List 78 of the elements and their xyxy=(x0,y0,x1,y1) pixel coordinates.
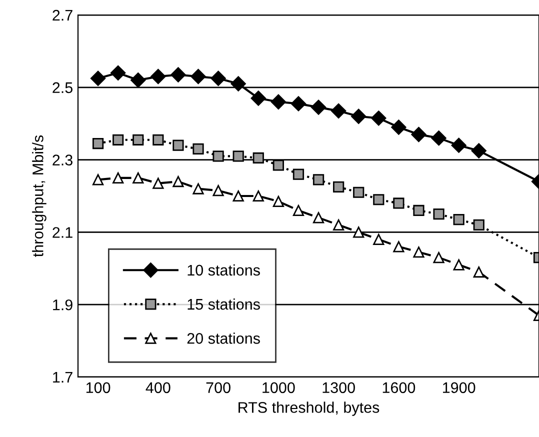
y-tick-label: 2.1 xyxy=(52,227,72,238)
point xyxy=(210,70,226,86)
point xyxy=(433,252,444,264)
point xyxy=(451,138,466,153)
point xyxy=(373,194,384,206)
point xyxy=(172,140,184,151)
point xyxy=(212,185,224,196)
point xyxy=(172,176,184,188)
point xyxy=(112,134,124,146)
x-tick-label: 1600 xyxy=(382,382,416,394)
point xyxy=(453,259,464,270)
point xyxy=(170,67,186,82)
point xyxy=(411,126,426,142)
y-tick-label: 1.7 xyxy=(53,372,72,383)
point xyxy=(473,219,484,231)
point xyxy=(112,172,124,184)
point xyxy=(353,186,364,198)
point xyxy=(431,130,446,146)
point xyxy=(290,96,306,112)
legend-label: 20 stations xyxy=(187,332,260,344)
x-axis-title: RTS threshold, bytes xyxy=(238,402,380,416)
point xyxy=(212,150,224,162)
point xyxy=(150,68,166,84)
legend-label: 10 stations xyxy=(188,264,260,276)
point xyxy=(333,219,344,231)
point xyxy=(252,152,264,164)
point xyxy=(393,198,404,209)
point xyxy=(110,65,126,80)
point xyxy=(292,168,304,180)
y-axis-title: throughput, Mbit/s xyxy=(32,135,46,257)
point xyxy=(232,190,244,202)
point xyxy=(270,94,286,110)
x-tick-label: 1000 xyxy=(262,382,295,394)
point xyxy=(373,234,384,245)
point xyxy=(453,214,464,226)
point xyxy=(371,110,386,126)
point xyxy=(310,100,326,115)
point xyxy=(90,70,106,86)
x-tick-label: 1300 xyxy=(322,382,355,394)
point xyxy=(92,174,104,186)
y-tick-label: 2.5 xyxy=(52,82,72,94)
legend-label: 15 stations xyxy=(188,298,260,310)
point xyxy=(393,241,404,252)
point xyxy=(130,72,146,88)
y-tick-label: 2.3 xyxy=(52,154,72,166)
point xyxy=(272,196,284,207)
point xyxy=(353,226,364,238)
y-tick-label: 2.7 xyxy=(52,10,72,21)
point xyxy=(152,134,164,146)
x-tick-label: 700 xyxy=(206,382,230,394)
point xyxy=(292,204,304,216)
point xyxy=(190,68,206,84)
point xyxy=(92,138,104,150)
point xyxy=(351,108,366,124)
point xyxy=(132,134,144,146)
point xyxy=(413,246,424,258)
point xyxy=(272,160,284,171)
point xyxy=(252,190,264,202)
y-tick-label: 1.9 xyxy=(53,299,72,310)
point xyxy=(471,143,486,158)
point xyxy=(312,174,324,186)
point xyxy=(232,150,244,162)
point xyxy=(152,178,164,189)
point xyxy=(330,103,346,118)
x-tick-label: 400 xyxy=(146,382,170,394)
point xyxy=(192,183,204,194)
point xyxy=(250,90,266,106)
point xyxy=(391,120,406,135)
point xyxy=(192,143,204,154)
point xyxy=(413,204,424,216)
point xyxy=(473,266,484,278)
point xyxy=(433,208,444,220)
point xyxy=(333,181,344,193)
point xyxy=(230,76,246,92)
point xyxy=(312,212,324,224)
x-tick-label: 100 xyxy=(86,382,110,394)
x-tick-label: 1900 xyxy=(443,382,476,394)
point xyxy=(132,172,144,184)
